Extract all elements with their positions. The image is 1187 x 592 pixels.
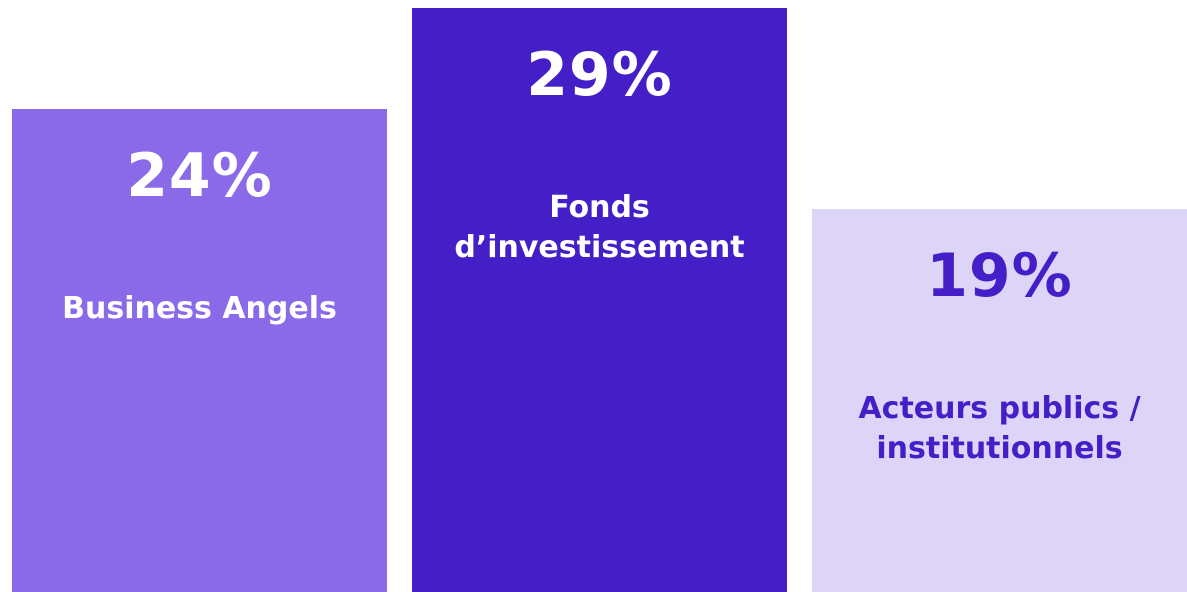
category-label: Acteurs publics / institutionnels [858,391,1141,467]
value-label: 24% [126,140,273,211]
category-label: Fonds d’investissement [454,190,745,265]
value-label: 29% [526,40,673,110]
bar: 24% Business Angels [12,108,387,592]
bar: 19% Acteurs publics / institutionnels [812,209,1187,592]
bar: 29% Fonds d’investissement [412,8,787,592]
value-label: 19% [926,241,1073,312]
category-label: Business Angels [62,290,337,326]
